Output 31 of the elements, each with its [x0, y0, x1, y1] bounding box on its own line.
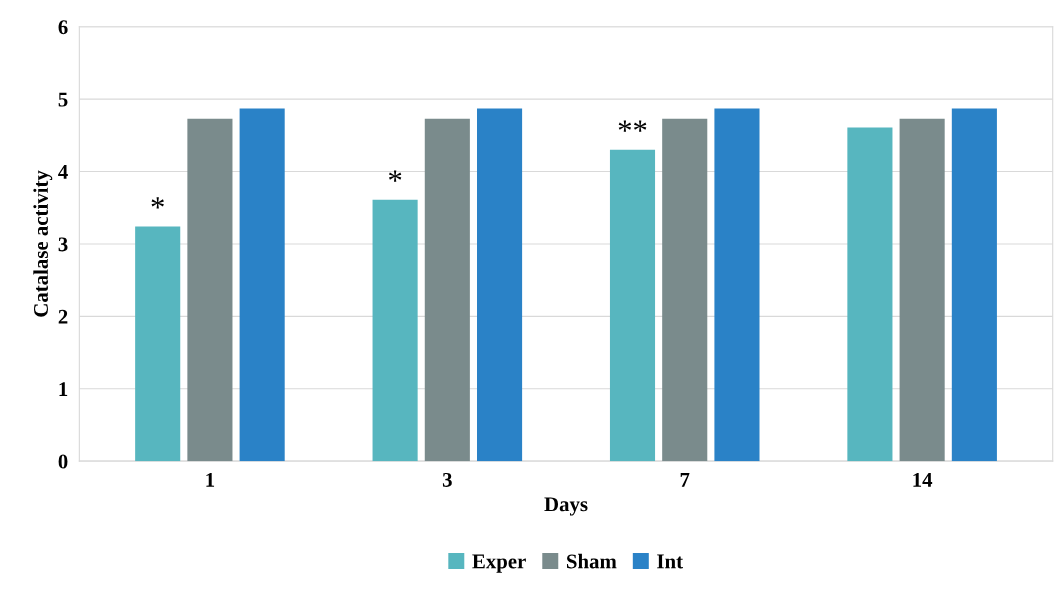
legend-label: Int: [657, 554, 683, 569]
annotation: *: [388, 170, 402, 182]
bar: [477, 108, 523, 462]
x-tick-label: 1: [206, 472, 215, 487]
annotation: *: [151, 197, 164, 209]
bar: [609, 149, 656, 462]
x-tick-label: 14: [913, 472, 933, 487]
annotation: **: [618, 120, 647, 132]
bar: [187, 118, 233, 462]
bar: [424, 118, 470, 462]
legend-label: Exper: [472, 554, 526, 573]
y-tick-label: 6: [58, 20, 68, 35]
bar: [135, 226, 181, 462]
y-tick-label: 0: [58, 454, 68, 469]
y-tick-label: 3: [58, 237, 68, 252]
y-tick-label: 4: [58, 165, 68, 179]
bar: [662, 118, 708, 462]
bar: [951, 108, 997, 462]
bar: [847, 127, 893, 462]
bar: [714, 108, 760, 462]
y-tick-label: 5: [58, 92, 68, 107]
legend-label: Sham: [567, 553, 617, 569]
bar: [372, 199, 418, 462]
x-axis-title: Days: [544, 497, 588, 516]
y-tick-label: 2: [58, 309, 68, 324]
y-axis-title: Catalase activity: [33, 170, 53, 317]
bar: [239, 108, 285, 462]
bar: [899, 118, 945, 462]
y-tick-label: 1: [59, 382, 68, 396]
x-tick-label: 3: [442, 472, 452, 487]
x-tick-label: 7: [680, 473, 690, 487]
